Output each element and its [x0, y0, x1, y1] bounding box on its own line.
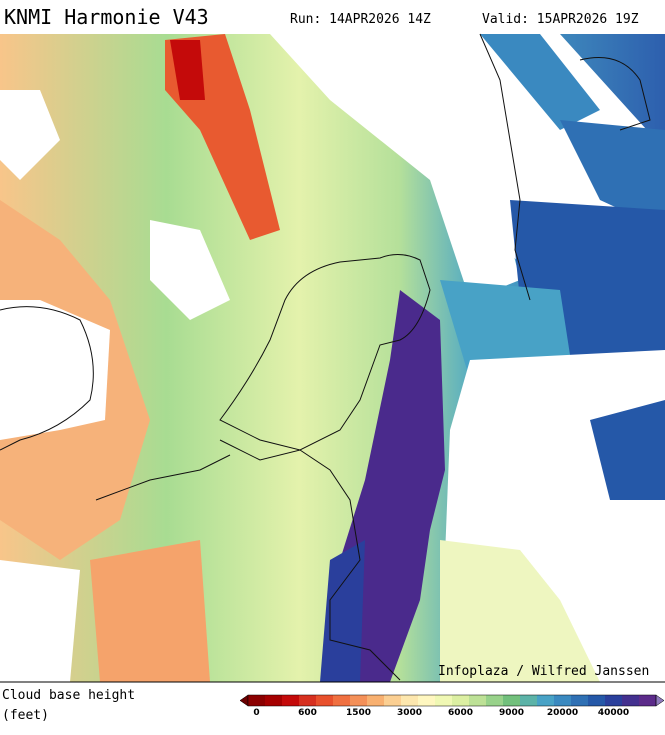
colorbar-swatch	[248, 695, 265, 706]
colorbar-swatch	[571, 695, 588, 706]
colorbar-swatch	[554, 695, 571, 706]
colorbar-swatch	[316, 695, 333, 706]
run-time: Run: 14APR2026 14Z	[290, 12, 431, 27]
colorbar-swatch	[384, 695, 401, 706]
colorbar-tick-label: 0	[253, 708, 259, 718]
colorbar-tick-label: 20000	[547, 708, 578, 718]
colorbar-swatch	[469, 695, 486, 706]
colorbar-swatch	[435, 695, 452, 706]
colorbar-tick-label: 600	[298, 708, 317, 718]
colorbar-swatch	[350, 695, 367, 706]
colorbar-swatch	[265, 695, 282, 706]
valid-time: Valid: 15APR2026 19Z	[482, 12, 639, 27]
colorbar-swatch	[588, 695, 605, 706]
colorbar-swatch	[605, 695, 622, 706]
colorbar-swatch	[367, 695, 384, 706]
colorbar-tick-label: 3000	[397, 708, 422, 718]
colorbar-swatch	[537, 695, 554, 706]
colorbar-tick-label: 6000	[448, 708, 473, 718]
colorbar-frame	[247, 694, 657, 707]
coastlines	[0, 33, 651, 681]
colorbar-swatch	[486, 695, 503, 706]
colorbar: 0 600 1500 3000 6000 9000 20000 40000	[239, 694, 665, 718]
colorbar-under	[239, 694, 249, 707]
colorbar-tick-label: 1500	[346, 708, 371, 718]
colorbar-swatch	[452, 695, 469, 706]
colorbar-swatch	[622, 695, 639, 706]
colorbar-tick-label: 9000	[499, 708, 524, 718]
colorbar-swatch	[401, 695, 418, 706]
legend-unit: (feet)	[2, 708, 49, 723]
colorbar-tick-label: 40000	[598, 708, 629, 718]
colorbar-swatch	[520, 695, 537, 706]
legend-label: Cloud base height	[2, 688, 135, 703]
credit: Infoplaza / Wilfred Janssen	[438, 664, 649, 679]
colorbar-swatch	[418, 695, 435, 706]
colorbar-over	[655, 694, 665, 707]
colorbar-swatch	[503, 695, 520, 706]
colorbar-swatch	[282, 695, 299, 706]
map	[0, 34, 665, 682]
colorbar-swatch	[333, 695, 350, 706]
colorbar-swatch	[299, 695, 316, 706]
colorbar-swatch	[639, 695, 656, 706]
title: KNMI Harmonie V43	[4, 5, 209, 29]
